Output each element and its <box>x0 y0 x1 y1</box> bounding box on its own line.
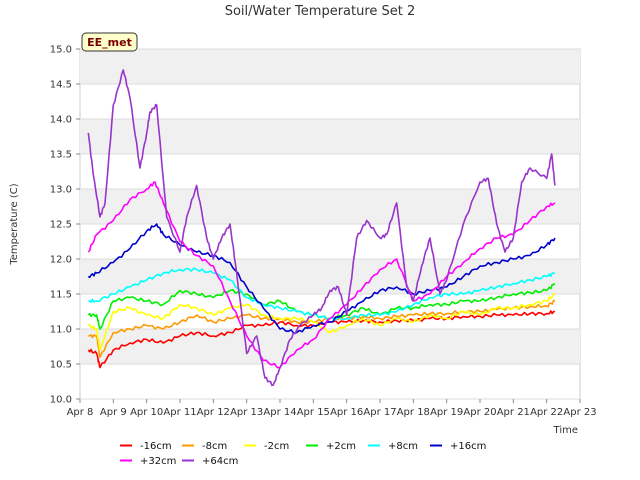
x-tick-label: Apr 8 <box>67 407 94 418</box>
legend-item: +32cm <box>120 456 176 467</box>
station-badge: EE_met <box>81 32 138 52</box>
x-tick-label: Apr 15 <box>297 407 330 418</box>
y-tick-label: 10.5 <box>50 360 72 371</box>
series-line-m8cm <box>88 267 556 321</box>
x-tick-label: Apr 18 <box>397 407 430 418</box>
y-tick-label: 14.0 <box>50 115 72 126</box>
series-line-m64cm <box>87 69 556 387</box>
x-tick-label: Apr 14 <box>263 407 296 418</box>
x-tick-label: Apr 20 <box>463 407 496 418</box>
legend-label: -16cm <box>140 441 172 452</box>
y-axis-ticks: 10.0 10.5 11.0 11.5 12.0 12.5 13.0 13.5 14.0 14.5… <box>50 45 80 406</box>
plot-band <box>80 189 580 224</box>
x-tick-label: Apr 13 <box>230 407 263 418</box>
x-tick-label: Apr 12 <box>197 407 230 418</box>
x-axis-label: Time <box>553 425 578 436</box>
legend-item: -16cm <box>120 441 172 452</box>
legend: -16cm -8cm -2cm +2cm +8cm +16cm +32cm +64cm <box>120 441 486 467</box>
series-line-m32cm <box>87 181 556 369</box>
legend-label: +32cm <box>140 456 176 467</box>
series-line-m2cm <box>87 293 556 351</box>
legend-item: -8cm <box>182 441 227 452</box>
legend-label: +16cm <box>450 441 486 452</box>
y-tick-label: 15.0 <box>50 45 72 56</box>
x-axis-ticks: Apr 8 Apr 9 Apr 10 Apr 11 Apr 12 Apr 13 Apr 14… <box>67 399 597 418</box>
y-tick-label: 13.0 <box>50 185 72 196</box>
legend-item: +2cm <box>306 441 356 452</box>
plot-band <box>80 329 580 364</box>
y-tick-label: 11.0 <box>50 325 72 336</box>
x-tick-label: Apr 16 <box>330 407 363 418</box>
station-badge-label: EE_met <box>87 36 132 49</box>
legend-item: -2cm <box>244 441 289 452</box>
chart-title: Soil/Water Temperature Set 2 <box>225 4 416 19</box>
legend-item: +16cm <box>430 441 486 452</box>
x-tick-label: Apr 21 <box>497 407 530 418</box>
legend-item: +64cm <box>182 456 238 467</box>
legend-label: +8cm <box>388 441 418 452</box>
legend-label: +64cm <box>202 456 238 467</box>
y-tick-label: 14.5 <box>50 80 72 91</box>
plot-band <box>80 119 580 154</box>
y-axis-label: Temperature (C) <box>9 183 20 265</box>
x-tick-label: Apr 19 <box>430 407 463 418</box>
plot-band <box>80 259 580 294</box>
x-tick-label: Apr 10 <box>130 407 163 418</box>
legend-label: -2cm <box>264 441 289 452</box>
x-tick-label: Apr 9 <box>100 407 127 418</box>
series-lines <box>87 69 556 387</box>
y-tick-label: 10.0 <box>50 395 72 406</box>
plot-band <box>80 49 580 84</box>
series-line-m16cm <box>87 223 556 335</box>
y-tick-label: 12.0 <box>50 255 72 266</box>
x-tick-label: Apr 22 <box>530 407 563 418</box>
x-tick-label: Apr 23 <box>563 407 596 418</box>
y-tick-label: 12.5 <box>50 220 72 231</box>
legend-label: -8cm <box>202 441 227 452</box>
x-tick-label: Apr 17 <box>363 407 396 418</box>
y-tick-label: 11.5 <box>50 290 72 301</box>
x-tick-label: Apr 11 <box>163 407 196 418</box>
legend-item: +8cm <box>368 441 418 452</box>
y-tick-label: 13.5 <box>50 150 72 161</box>
legend-label: +2cm <box>326 441 356 452</box>
